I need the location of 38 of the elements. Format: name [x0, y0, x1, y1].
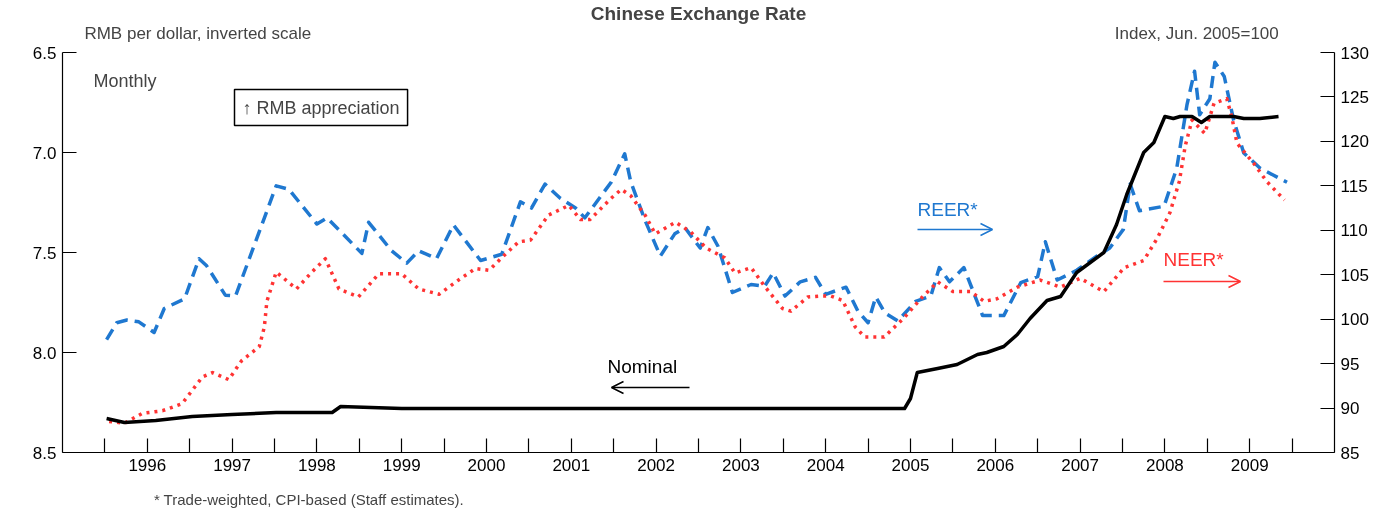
chart-title: Chinese Exchange Rate — [590, 2, 807, 24]
y-tick-label: 7.0 — [32, 143, 57, 163]
x-tick-label: 2008 — [1145, 455, 1184, 475]
y-tick-label: 7.5 — [32, 243, 57, 263]
y2-tick-label: 130 — [1340, 43, 1369, 63]
x-tick-label: 2007 — [1061, 455, 1100, 475]
series-label: Nominal — [607, 356, 678, 377]
x-tick-label: 2001 — [552, 455, 591, 475]
x-tick-label: 2005 — [891, 455, 930, 475]
x-tick-label: 2004 — [806, 455, 845, 475]
y2-tick-label: 100 — [1340, 310, 1369, 330]
y2-tick-label: 125 — [1340, 87, 1369, 107]
text: * Trade-weighted, CPI-based (Staff estimates). — [153, 491, 464, 508]
y2-tick-label: 95 — [1340, 354, 1360, 374]
y2-tick-label: 85 — [1340, 443, 1360, 463]
annotation: Monthly — [93, 70, 157, 91]
y2-axis-title: Index, Jun. 2005=100 — [1114, 23, 1279, 43]
x-tick-label: 1999 — [382, 455, 421, 475]
annotation: ↑ RMB appreciation — [242, 97, 400, 118]
x-tick-label: 2006 — [976, 455, 1015, 475]
x-tick-label: 1997 — [213, 455, 252, 475]
y2-tick-label: 120 — [1340, 132, 1369, 152]
y-tick-label: 6.5 — [32, 43, 57, 63]
y-tick-label: 8.0 — [32, 343, 57, 363]
y-tick-label: 8.5 — [32, 443, 57, 463]
y2-tick-label: 105 — [1340, 265, 1369, 285]
y-axis-title: RMB per dollar, inverted scale — [84, 23, 312, 43]
x-tick-label: 1996 — [128, 455, 167, 475]
series-label: NEER* — [1163, 249, 1225, 270]
x-tick-label: 2003 — [721, 455, 760, 475]
y2-tick-label: 115 — [1340, 176, 1368, 196]
text: REER* — [917, 199, 979, 220]
y2-tick-label: 90 — [1340, 399, 1360, 419]
x-tick-label: 2000 — [467, 455, 506, 475]
y2-tick-label: 110 — [1340, 221, 1368, 241]
x-tick-label: 1998 — [297, 455, 336, 475]
x-tick-label: 2009 — [1230, 455, 1269, 475]
x-tick-label: 2002 — [637, 455, 676, 475]
